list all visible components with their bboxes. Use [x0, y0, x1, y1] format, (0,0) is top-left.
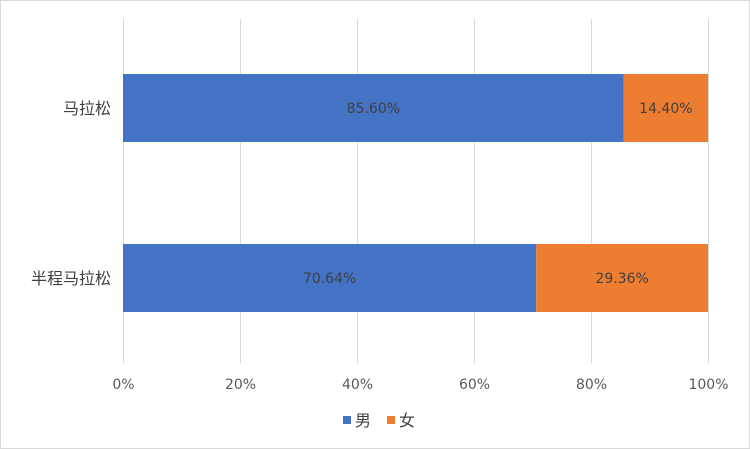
bar-1-1: [536, 244, 708, 312]
data-label-1-0: 70.64%: [303, 271, 356, 287]
x-tick-label-1: 20%: [225, 377, 256, 393]
legend-label-1: 女: [399, 411, 415, 430]
x-tick-label-5: 100%: [688, 377, 728, 393]
data-label-0-1: 14.40%: [639, 101, 692, 117]
legend-label-0: 男: [355, 411, 371, 430]
category-label-0: 马拉松: [63, 99, 111, 118]
legend-swatch-1: [387, 416, 395, 424]
category-label-1: 半程马拉松: [31, 269, 111, 288]
data-label-1-1: 29.36%: [595, 271, 648, 287]
data-label-0-0: 85.60%: [347, 101, 400, 117]
x-tick-label-4: 80%: [576, 377, 607, 393]
bar-0-1: [623, 74, 708, 142]
legend-swatch-0: [343, 416, 351, 424]
x-tick-label-3: 60%: [459, 377, 490, 393]
bar-0-0: [123, 74, 624, 142]
bar-1-0: [123, 244, 537, 312]
legend: 男女: [343, 411, 415, 430]
data-labels: 85.60% 14.40% 70.64% 29.36%: [303, 101, 693, 287]
x-tick-label-0: 0%: [112, 377, 134, 393]
x-tick-label-2: 40%: [342, 377, 373, 393]
bars: [123, 74, 708, 312]
value-axis: 0% 20% 40% 60% 80% 100%: [112, 377, 728, 393]
